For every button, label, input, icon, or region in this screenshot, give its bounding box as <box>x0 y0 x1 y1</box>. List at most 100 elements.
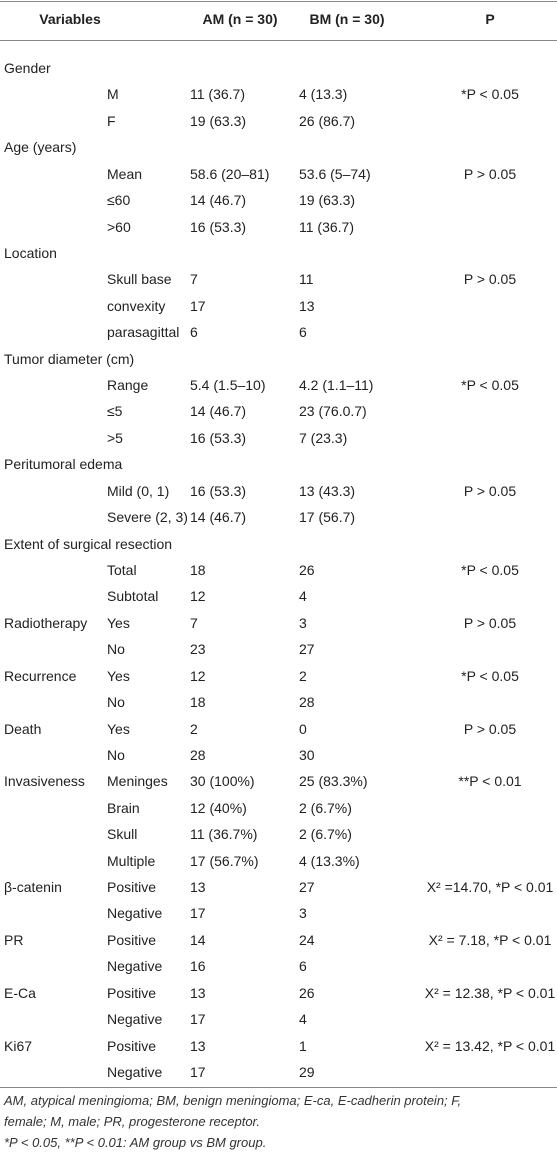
am-cell: 6 <box>190 324 198 341</box>
variable-cell: Ki67 <box>4 1037 33 1054</box>
sub-cell: Total <box>107 561 137 578</box>
header-cell: P <box>485 11 495 27</box>
p-cell: *P < 0.05 <box>461 377 519 394</box>
am-cell: 16 <box>190 958 206 975</box>
am-cell: 14 (46.7) <box>190 192 247 209</box>
p-cell: *P < 0.05 <box>461 667 519 684</box>
p-cell: P > 0.05 <box>463 720 517 737</box>
sub-cell: convexity <box>107 297 166 314</box>
am-cell: 12 (40%) <box>190 799 247 816</box>
top-rule <box>0 1 557 2</box>
bm-cell: 2 <box>299 667 307 684</box>
am-cell: 18 <box>190 694 206 711</box>
am-cell: 14 (46.7) <box>190 509 247 526</box>
sub-cell: Severe (2, 3) <box>107 509 188 526</box>
sub-cell: Negative <box>107 1011 163 1028</box>
bm-cell: 4 <box>299 1011 307 1028</box>
am-cell: 11 (36.7) <box>190 86 245 103</box>
sub-cell: Range <box>107 377 149 394</box>
am-cell: 17 <box>190 905 206 922</box>
p-cell: X² =14.70, *P < 0.01 <box>426 879 554 896</box>
bm-cell: 13 <box>299 297 315 314</box>
variable-cell: Invasiveness <box>4 773 85 790</box>
sub-cell: Yes <box>107 720 130 737</box>
variable-cell: Gender <box>4 60 51 76</box>
p-cell: **P < 0.01 <box>458 773 522 790</box>
bm-cell: 4 (13.3%) <box>299 852 360 869</box>
am-cell: 12 <box>190 588 206 605</box>
am-cell: 17 <box>190 1011 206 1028</box>
bm-cell: 23 (76.0.7) <box>299 403 367 420</box>
variable-cell: Death <box>4 720 42 737</box>
variable-cell: Recurrence <box>4 667 77 684</box>
p-cell: X² = 12.38, *P < 0.01 <box>424 984 556 1001</box>
p-cell: X² = 7.18, *P < 0.01 <box>428 931 552 948</box>
sub-cell: Skull <box>107 826 138 843</box>
sub-cell: Positive <box>107 1037 157 1054</box>
p-cell: *P < 0.05 <box>461 86 519 103</box>
am-cell: 16 (53.3) <box>190 429 247 446</box>
p-cell: X² = 13.42, *P < 0.01 <box>424 1037 556 1054</box>
am-cell: 17 (56.7%) <box>190 852 259 869</box>
bm-cell: 26 <box>299 984 315 1001</box>
bm-cell: 17 (56.7) <box>299 509 356 526</box>
p-cell: P > 0.05 <box>463 482 517 499</box>
bm-cell: 19 (63.3) <box>299 192 356 209</box>
am-cell: 17 <box>190 297 206 314</box>
sub-cell: Yes <box>107 614 130 631</box>
bm-cell: 4 <box>299 588 307 605</box>
sub-cell: M <box>107 86 119 103</box>
am-cell: 14 <box>190 931 206 948</box>
am-cell: 16 (53.3) <box>190 218 247 235</box>
footnotes: AM, atypical meningioma; BM, benign meni… <box>4 1090 504 1153</box>
sub-cell: F <box>107 112 116 129</box>
sub-cell: Mean <box>107 165 143 182</box>
bm-cell: 2 (6.7%) <box>299 799 352 816</box>
bm-cell: 11 <box>299 271 314 288</box>
footnote: *P < 0.05, **P < 0.01: AM group vs BM gr… <box>4 1135 267 1150</box>
sub-cell: Multiple <box>107 852 156 869</box>
bm-cell: 0 <box>299 720 307 737</box>
am-cell: 17 <box>190 1063 206 1080</box>
sub-cell: Subtotal <box>107 588 159 605</box>
sub-cell: Positive <box>107 931 157 948</box>
sub-cell: No <box>107 694 125 711</box>
sub-cell: Mild (0, 1) <box>107 482 170 499</box>
am-cell: 19 (63.3) <box>190 112 247 129</box>
variable-cell: Location <box>4 244 57 261</box>
footnote: AM, atypical meningioma; BM, benign meni… <box>4 1093 462 1129</box>
p-cell: P > 0.05 <box>463 271 517 288</box>
sub-cell: Negative <box>107 905 163 922</box>
sub-cell: Yes <box>107 667 130 684</box>
sub-cell: Negative <box>107 958 163 975</box>
variable-cell: Radiotherapy <box>4 614 88 631</box>
sub-cell: Meninges <box>107 773 168 790</box>
sub-cell: >60 <box>107 218 131 235</box>
variable-cell: Age (years) <box>4 139 77 156</box>
variable-cell: Extent of surgical resection <box>4 535 173 552</box>
bm-cell: 13 (43.3) <box>299 482 356 499</box>
sub-cell: >5 <box>107 429 123 446</box>
bm-cell: 2 (6.7%) <box>299 826 352 843</box>
bm-cell: 27 <box>299 879 315 896</box>
bm-cell: 27 <box>299 641 315 658</box>
bm-cell: 6 <box>299 324 307 341</box>
variable-cell: PR <box>4 931 24 948</box>
p-cell: *P < 0.05 <box>461 561 519 578</box>
header-cell: AM (n = 30) <box>202 11 278 27</box>
am-cell: 7 <box>190 614 198 631</box>
sub-cell: Brain <box>107 799 140 816</box>
bm-cell: 25 (83.3%) <box>299 773 368 790</box>
header-cell: BM (n = 30) <box>309 11 385 27</box>
header-cell: Variables <box>39 11 101 27</box>
sub-cell: Skull base <box>107 271 172 288</box>
bm-cell: 53.6 (5–74) <box>299 165 371 182</box>
bm-cell: 6 <box>299 958 307 975</box>
p-cell: P > 0.05 <box>463 614 517 631</box>
am-cell: 13 <box>190 1037 206 1054</box>
bm-cell: 29 <box>299 1063 315 1080</box>
bm-cell: 1 <box>299 1037 307 1054</box>
am-cell: 16 (53.3) <box>190 482 247 499</box>
am-cell: 7 <box>190 271 198 288</box>
